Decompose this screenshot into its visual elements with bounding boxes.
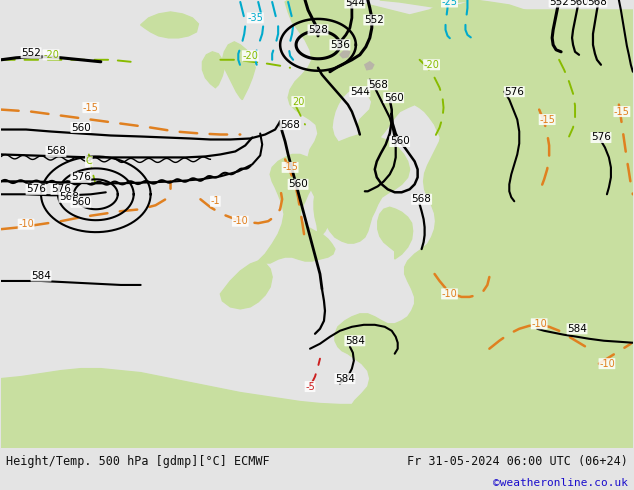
Text: 584: 584 <box>335 373 355 384</box>
Text: -10: -10 <box>18 219 34 229</box>
Text: 584: 584 <box>567 324 587 334</box>
Text: 552: 552 <box>364 15 384 25</box>
Text: 568: 568 <box>587 0 607 7</box>
Polygon shape <box>221 261 272 309</box>
Text: -20: -20 <box>424 60 439 70</box>
Text: C: C <box>86 156 92 167</box>
Text: -25: -25 <box>441 0 458 7</box>
Text: -20: -20 <box>242 51 258 61</box>
Polygon shape <box>258 154 335 263</box>
Text: Height/Temp. 500 hPa [gdmp][°C] ECMWF: Height/Temp. 500 hPa [gdmp][°C] ECMWF <box>6 455 270 468</box>
Text: 568: 568 <box>46 147 66 156</box>
Text: 568: 568 <box>59 192 79 202</box>
Text: -15: -15 <box>539 115 555 124</box>
Polygon shape <box>202 52 224 88</box>
Text: 576: 576 <box>51 184 71 195</box>
Text: 576: 576 <box>71 172 91 182</box>
Text: 544: 544 <box>350 87 370 97</box>
Text: -20: -20 <box>43 50 59 60</box>
Text: -10: -10 <box>233 216 248 226</box>
Text: 536: 536 <box>330 40 350 50</box>
Polygon shape <box>223 42 256 99</box>
Text: -15: -15 <box>614 107 630 117</box>
Polygon shape <box>340 50 350 58</box>
Text: 576: 576 <box>504 87 524 97</box>
Polygon shape <box>141 12 198 38</box>
Text: 544: 544 <box>345 0 365 8</box>
Text: 568: 568 <box>280 120 300 129</box>
Text: -1: -1 <box>210 196 220 206</box>
Text: -35: -35 <box>247 13 263 23</box>
Text: 568: 568 <box>368 80 388 90</box>
Text: ©weatheronline.co.uk: ©weatheronline.co.uk <box>493 477 628 488</box>
Text: -10: -10 <box>442 289 457 299</box>
Text: 584: 584 <box>31 271 51 281</box>
Text: -10: -10 <box>599 359 615 368</box>
Text: 560: 560 <box>71 122 91 132</box>
Text: -15: -15 <box>83 102 99 113</box>
Polygon shape <box>335 0 633 448</box>
Text: Fr 31-05-2024 06:00 UTC (06+24): Fr 31-05-2024 06:00 UTC (06+24) <box>407 455 628 468</box>
Polygon shape <box>314 177 336 239</box>
Text: -10: -10 <box>531 319 547 329</box>
Text: 576: 576 <box>26 184 46 195</box>
Text: 552: 552 <box>549 0 569 7</box>
Text: 576: 576 <box>591 132 611 143</box>
Polygon shape <box>310 135 410 243</box>
Text: 20: 20 <box>292 97 304 107</box>
Text: 584: 584 <box>345 336 365 346</box>
Text: 528: 528 <box>308 25 328 35</box>
Polygon shape <box>141 405 162 414</box>
Text: 560: 560 <box>569 0 589 7</box>
Text: 560: 560 <box>288 179 308 189</box>
Text: -15: -15 <box>282 162 298 172</box>
Text: 560: 560 <box>71 197 91 207</box>
Text: 568: 568 <box>411 194 432 204</box>
Text: 552: 552 <box>21 48 41 58</box>
Polygon shape <box>365 62 374 70</box>
Text: 560: 560 <box>390 137 410 147</box>
Text: -5: -5 <box>305 382 315 392</box>
Text: 560: 560 <box>384 93 404 102</box>
Polygon shape <box>1 368 633 448</box>
Polygon shape <box>378 207 413 259</box>
Polygon shape <box>285 0 559 173</box>
